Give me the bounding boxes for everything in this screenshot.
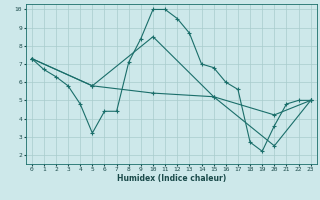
X-axis label: Humidex (Indice chaleur): Humidex (Indice chaleur) xyxy=(116,174,226,183)
